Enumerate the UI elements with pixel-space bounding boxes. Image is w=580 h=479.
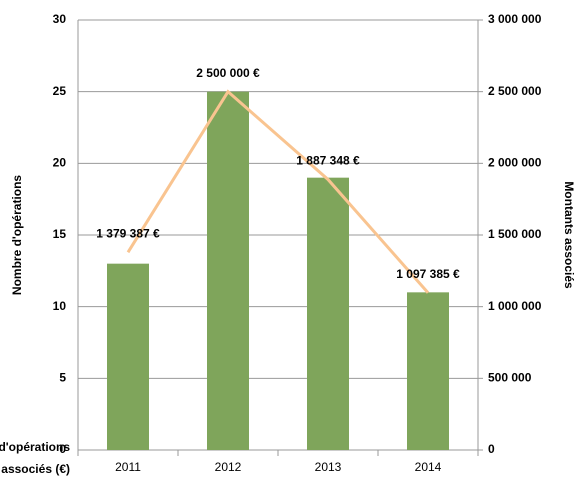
y-tick-label: 25 xyxy=(53,84,67,98)
y-tick-label: 30 xyxy=(53,12,67,26)
y2-tick-label: 500 000 xyxy=(488,371,532,385)
legend-label: Montants associés (€) xyxy=(0,462,70,476)
y2-tick-label: 0 xyxy=(488,442,495,456)
y2-tick-label: 2 500 000 xyxy=(488,84,542,98)
bar xyxy=(407,292,449,450)
y-tick-label: 10 xyxy=(53,299,67,313)
y-tick-label: 5 xyxy=(59,371,66,385)
x-tick-label: 2011 xyxy=(115,460,141,474)
data-label: 1 379 387 € xyxy=(96,226,160,240)
bar xyxy=(207,91,249,451)
legend-label: Nombre d'opérations xyxy=(0,440,70,454)
bar xyxy=(307,177,349,450)
y-tick-label: 15 xyxy=(53,227,67,241)
y2-axis-title: Montants associés xyxy=(562,181,576,289)
x-tick-label: 2014 xyxy=(415,460,442,474)
y2-tick-label: 3 000 000 xyxy=(488,12,542,26)
y-tick-label: 0 xyxy=(59,442,66,456)
data-label: 2 500 000 € xyxy=(196,66,260,80)
bar xyxy=(107,263,149,450)
y-tick-label: 20 xyxy=(53,156,67,170)
y2-tick-label: 1 000 000 xyxy=(488,299,542,313)
x-tick-label: 2012 xyxy=(215,460,242,474)
y2-tick-label: 1 500 000 xyxy=(488,227,542,241)
y2-tick-label: 2 000 000 xyxy=(488,156,542,170)
x-tick-label: 2013 xyxy=(315,460,342,474)
line xyxy=(126,89,430,294)
data-label: 1 097 385 € xyxy=(396,267,460,281)
data-label: 1 887 348 € xyxy=(296,154,360,168)
y-axis-title: Nombre d'opérations xyxy=(10,175,24,296)
